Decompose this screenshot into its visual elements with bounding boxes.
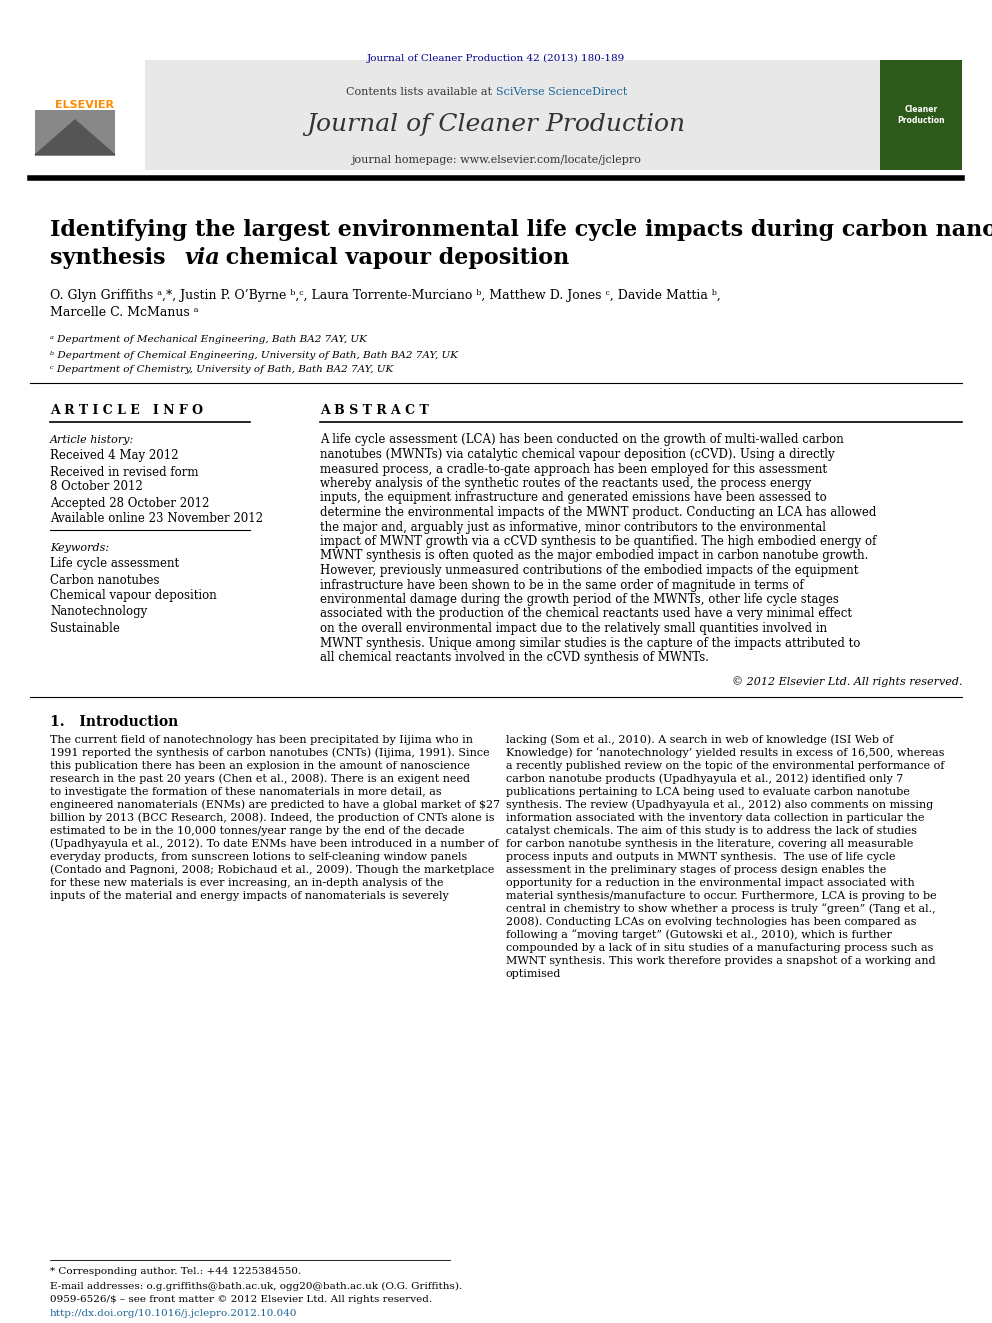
Text: research in the past 20 years (Chen et al., 2008). There is an exigent need: research in the past 20 years (Chen et a… [50,774,470,785]
Text: ELSEVIER: ELSEVIER [55,101,114,110]
Text: whereby analysis of the synthetic routes of the reactants used, the process ener: whereby analysis of the synthetic routes… [320,478,811,490]
Text: O. Glyn Griffiths ᵃ,*, Justin P. O’Byrne ᵇ,ᶜ, Laura Torrente-Murciano ᵇ, Matthew: O. Glyn Griffiths ᵃ,*, Justin P. O’Byrne… [50,288,721,302]
Text: information associated with the inventory data collection in particular the: information associated with the inventor… [506,814,925,823]
Text: 1991 reported the synthesis of carbon nanotubes (CNTs) (Iijima, 1991). Since: 1991 reported the synthesis of carbon na… [50,747,490,758]
Text: Accepted 28 October 2012: Accepted 28 October 2012 [50,496,209,509]
Text: Received in revised form: Received in revised form [50,466,198,479]
Text: Chemical vapour deposition: Chemical vapour deposition [50,590,216,602]
Text: journal homepage: www.elsevier.com/locate/jclepro: journal homepage: www.elsevier.com/locat… [351,155,641,165]
Text: Carbon nanotubes: Carbon nanotubes [50,573,160,586]
Text: Keywords:: Keywords: [50,542,109,553]
Text: chemical vapour deposition: chemical vapour deposition [218,247,569,269]
Text: lacking (Som et al., 2010). A search in web of knowledge (ISI Web of: lacking (Som et al., 2010). A search in … [506,734,893,745]
Text: for these new materials is ever increasing, an in-depth analysis of the: for these new materials is ever increasi… [50,878,443,888]
Text: central in chemistry to show whether a process is truly “green” (Tang et al.,: central in chemistry to show whether a p… [506,904,935,914]
Text: 0959-6526/$ – see front matter © 2012 Elsevier Ltd. All rights reserved.: 0959-6526/$ – see front matter © 2012 El… [50,1295,433,1304]
Text: via: via [185,247,221,269]
Text: billion by 2013 (BCC Research, 2008). Indeed, the production of CNTs alone is: billion by 2013 (BCC Research, 2008). In… [50,812,495,823]
Text: A life cycle assessment (LCA) has been conducted on the growth of multi-walled c: A life cycle assessment (LCA) has been c… [320,434,844,446]
Text: synthesis. The review (Upadhyayula et al., 2012) also comments on missing: synthesis. The review (Upadhyayula et al… [506,799,933,810]
Text: Journal of Cleaner Production 42 (2013) 180-189: Journal of Cleaner Production 42 (2013) … [367,53,625,62]
Text: 8 October 2012: 8 October 2012 [50,480,143,493]
Text: inputs of the material and energy impacts of nanomaterials is severely: inputs of the material and energy impact… [50,890,448,901]
Text: catalyst chemicals. The aim of this study is to address the lack of studies: catalyst chemicals. The aim of this stud… [506,826,917,836]
Bar [30,60,145,169]
Text: E-mail addresses: o.g.griffiths@bath.ac.uk, ogg20@bath.ac.uk (O.G. Griffiths).: E-mail addresses: o.g.griffiths@bath.ac.… [50,1282,462,1290]
Text: * Corresponding author. Tel.: +44 1225384550.: * Corresponding author. Tel.: +44 122538… [50,1267,302,1277]
Text: A R T I C L E   I N F O: A R T I C L E I N F O [50,404,203,417]
Text: synthesis: synthesis [50,247,174,269]
Text: publications pertaining to LCA being used to evaluate carbon nanotube: publications pertaining to LCA being use… [506,787,910,796]
Text: Received 4 May 2012: Received 4 May 2012 [50,450,179,463]
Text: compounded by a lack of in situ studies of a manufacturing process such as: compounded by a lack of in situ studies … [506,943,933,953]
Text: A B S T R A C T: A B S T R A C T [320,404,429,417]
Text: following a “moving target” (Gutowski et al., 2010), which is further: following a “moving target” (Gutowski et… [506,930,892,941]
Text: everyday products, from sunscreen lotions to self-cleaning window panels: everyday products, from sunscreen lotion… [50,852,467,863]
Bar [35,110,115,155]
Text: Life cycle assessment: Life cycle assessment [50,557,180,570]
Text: measured process, a cradle-to-gate approach has been employed for this assessmen: measured process, a cradle-to-gate appro… [320,463,827,475]
Text: ᵇ Department of Chemical Engineering, University of Bath, Bath BA2 7AY, UK: ᵇ Department of Chemical Engineering, Un… [50,351,458,360]
Text: Cleaner
Production: Cleaner Production [897,106,944,124]
Text: Marcelle C. McManus ᵃ: Marcelle C. McManus ᵃ [50,307,198,319]
Text: process inputs and outputs in MWNT synthesis.  The use of life cycle: process inputs and outputs in MWNT synth… [506,852,896,863]
Text: Knowledge) for ‘nanotechnology’ yielded results in excess of 16,500, whereas: Knowledge) for ‘nanotechnology’ yielded … [506,747,944,758]
Text: Available online 23 November 2012: Available online 23 November 2012 [50,512,263,525]
Text: MWNT synthesis is often quoted as the major embodied impact in carbon nanotube g: MWNT synthesis is often quoted as the ma… [320,549,868,562]
Text: engineered nanomaterials (ENMs) are predicted to have a global market of $27: engineered nanomaterials (ENMs) are pred… [50,799,500,810]
Text: environmental damage during the growth period of the MWNTs, other life cycle sta: environmental damage during the growth p… [320,593,839,606]
Text: on the overall environmental impact due to the relatively small quantities invol: on the overall environmental impact due … [320,622,827,635]
Text: a recently published review on the topic of the environmental performance of: a recently published review on the topic… [506,761,944,771]
Text: Identifying the largest environmental life cycle impacts during carbon nanotube: Identifying the largest environmental li… [50,220,992,241]
Text: assessment in the preliminary stages of process design enables the: assessment in the preliminary stages of … [506,865,887,875]
Text: Nanotechnology: Nanotechnology [50,606,147,618]
Text: Journal of Cleaner Production: Journal of Cleaner Production [307,114,685,136]
Polygon shape [35,120,115,155]
Text: carbon nanotube products (Upadhyayula et al., 2012) identified only 7: carbon nanotube products (Upadhyayula et… [506,774,904,785]
Text: the major and, arguably just as informative, minor contributors to the environme: the major and, arguably just as informat… [320,520,826,533]
Text: Sustainable: Sustainable [50,622,120,635]
Text: Article history:: Article history: [50,435,134,445]
Text: However, previously unmeasured contributions of the embodied impacts of the equi: However, previously unmeasured contribut… [320,564,858,577]
Text: nanotubes (MWNTs) via catalytic chemical vapour deposition (cCVD). Using a direc: nanotubes (MWNTs) via catalytic chemical… [320,448,834,460]
Text: MWNT synthesis. Unique among similar studies is the capture of the impacts attri: MWNT synthesis. Unique among similar stu… [320,636,860,650]
Text: inputs, the equipment infrastructure and generated emissions have been assessed : inputs, the equipment infrastructure and… [320,492,826,504]
Text: ᶜ Department of Chemistry, University of Bath, Bath BA2 7AY, UK: ᶜ Department of Chemistry, University of… [50,365,393,374]
Text: (Contado and Pagnoni, 2008; Robichaud et al., 2009). Though the marketplace: (Contado and Pagnoni, 2008; Robichaud et… [50,865,494,876]
Text: determine the environmental impacts of the MWNT product. Conducting an LCA has a: determine the environmental impacts of t… [320,505,876,519]
Bar [30,60,962,169]
Text: 1.   Introduction: 1. Introduction [50,714,179,729]
Text: this publication there has been an explosion in the amount of nanoscience: this publication there has been an explo… [50,761,470,771]
Text: MWNT synthesis. This work therefore provides a snapshot of a working and: MWNT synthesis. This work therefore prov… [506,957,935,966]
Text: infrastructure have been shown to be in the same order of magnitude in terms of: infrastructure have been shown to be in … [320,578,804,591]
Text: opportunity for a reduction in the environmental impact associated with: opportunity for a reduction in the envir… [506,878,915,888]
Text: associated with the production of the chemical reactants used have a very minima: associated with the production of the ch… [320,607,852,620]
Bar [880,60,962,169]
Text: The current field of nanotechnology has been precipitated by Iijima who in: The current field of nanotechnology has … [50,736,473,745]
Text: material synthesis/manufacture to occur. Furthermore, LCA is proving to be: material synthesis/manufacture to occur.… [506,890,936,901]
Text: http://dx.doi.org/10.1016/j.jclepro.2012.10.040: http://dx.doi.org/10.1016/j.jclepro.2012… [50,1308,298,1318]
Text: impact of MWNT growth via a cCVD synthesis to be quantified. The high embodied e: impact of MWNT growth via a cCVD synthes… [320,534,876,548]
Text: for carbon nanotube synthesis in the literature, covering all measurable: for carbon nanotube synthesis in the lit… [506,839,914,849]
Text: all chemical reactants involved in the cCVD synthesis of MWNTs.: all chemical reactants involved in the c… [320,651,709,664]
Text: 2008). Conducting LCAs on evolving technologies has been compared as: 2008). Conducting LCAs on evolving techn… [506,917,917,927]
Text: ᵃ Department of Mechanical Engineering, Bath BA2 7AY, UK: ᵃ Department of Mechanical Engineering, … [50,336,367,344]
Text: SciVerse ScienceDirect: SciVerse ScienceDirect [496,87,627,97]
Text: to investigate the formation of these nanomaterials in more detail, as: to investigate the formation of these na… [50,787,441,796]
Text: optimised: optimised [506,968,561,979]
Text: estimated to be in the 10,000 tonnes/year range by the end of the decade: estimated to be in the 10,000 tonnes/yea… [50,826,464,836]
Text: (Upadhyayula et al., 2012). To date ENMs have been introduced in a number of: (Upadhyayula et al., 2012). To date ENMs… [50,839,499,849]
Text: © 2012 Elsevier Ltd. All rights reserved.: © 2012 Elsevier Ltd. All rights reserved… [731,676,962,688]
Text: Contents lists available at: Contents lists available at [346,87,496,97]
